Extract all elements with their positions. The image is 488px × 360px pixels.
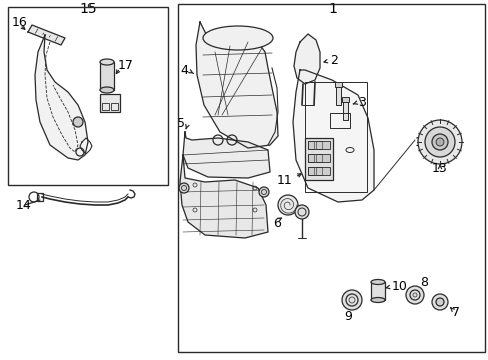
Text: 11: 11 [276, 174, 291, 186]
Bar [102, 103, 109, 110]
Circle shape [294, 205, 308, 219]
Text: 1: 1 [328, 2, 337, 16]
Circle shape [73, 117, 83, 127]
Circle shape [431, 294, 447, 310]
Ellipse shape [370, 279, 384, 284]
Text: 14: 14 [16, 198, 32, 212]
Bar [307, 154, 329, 162]
Ellipse shape [370, 297, 384, 302]
Bar [100, 62, 114, 90]
Circle shape [278, 195, 297, 215]
Text: 4: 4 [180, 63, 187, 77]
Bar [37, 193, 43, 201]
Bar [305, 138, 332, 180]
Text: 12: 12 [414, 135, 430, 149]
Bar [307, 141, 329, 149]
Bar [315, 141, 321, 149]
Circle shape [424, 127, 454, 157]
Text: 9: 9 [344, 310, 351, 323]
Ellipse shape [203, 26, 272, 50]
Bar [370, 282, 384, 300]
Polygon shape [183, 132, 269, 178]
Bar [305, 82, 366, 192]
Bar [315, 167, 321, 175]
Bar [307, 141, 313, 149]
Text: 8: 8 [419, 275, 427, 288]
Circle shape [405, 286, 423, 304]
Bar [335, 85, 340, 105]
Text: 17: 17 [118, 59, 134, 72]
Text: 16: 16 [12, 15, 28, 28]
Text: 13: 13 [431, 162, 447, 175]
Circle shape [417, 120, 461, 164]
Circle shape [431, 134, 447, 150]
Bar [307, 167, 329, 175]
Text: 15: 15 [79, 2, 97, 16]
Bar [307, 154, 313, 162]
Circle shape [341, 290, 361, 310]
Polygon shape [292, 70, 373, 202]
Polygon shape [35, 35, 88, 160]
Bar [342, 100, 347, 120]
Circle shape [179, 183, 189, 193]
Bar [315, 154, 321, 162]
Ellipse shape [100, 87, 114, 93]
Bar [111, 103, 118, 110]
Bar [329, 113, 349, 128]
Text: 7: 7 [451, 306, 459, 319]
Polygon shape [28, 25, 65, 45]
Polygon shape [196, 22, 278, 148]
Polygon shape [180, 155, 267, 238]
Text: 6: 6 [272, 216, 281, 230]
Text: 2: 2 [329, 54, 337, 67]
Text: 5: 5 [177, 117, 184, 130]
Bar [8, 7, 168, 185]
Bar [341, 97, 348, 102]
Polygon shape [293, 34, 319, 84]
Circle shape [259, 187, 268, 197]
Text: 3: 3 [357, 95, 365, 108]
Bar [178, 4, 484, 352]
Bar [307, 167, 313, 175]
Bar [334, 82, 341, 87]
Circle shape [435, 138, 443, 146]
Bar [100, 94, 120, 112]
Text: 10: 10 [391, 280, 407, 293]
Ellipse shape [100, 59, 114, 65]
Circle shape [435, 298, 443, 306]
